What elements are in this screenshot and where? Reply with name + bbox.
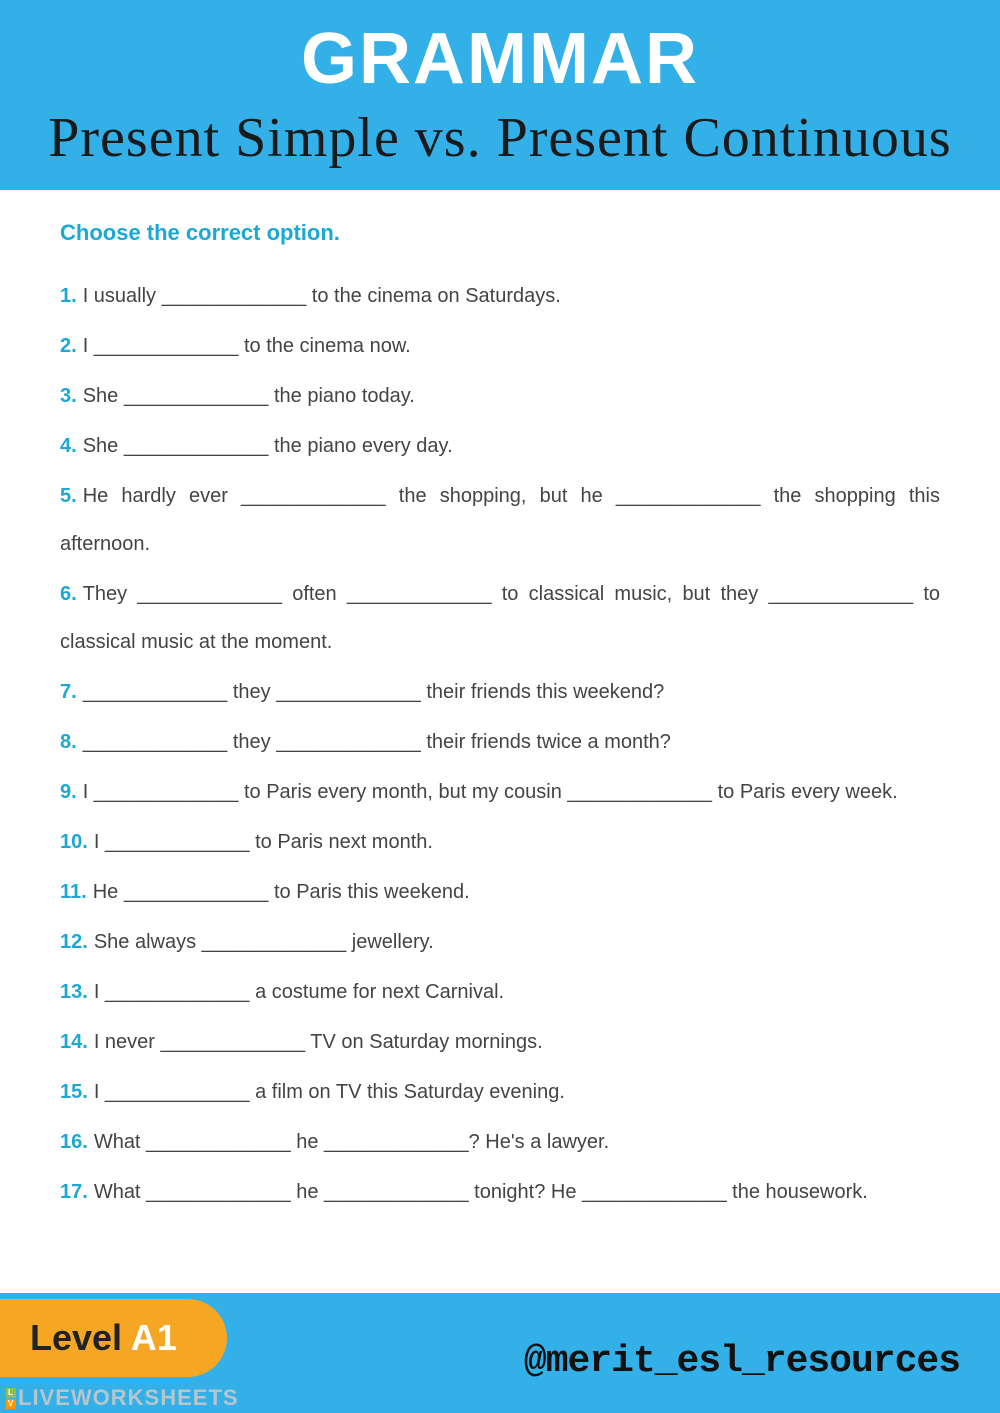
question-number: 14. xyxy=(60,1031,88,1053)
question-number: 1. xyxy=(60,285,77,307)
question-item: 11.He _____________ to Paris this weeken… xyxy=(60,868,940,916)
question-item: 5.He hardly ever _____________ the shopp… xyxy=(60,472,940,568)
worksheet-header: GRAMMAR Present Simple vs. Present Conti… xyxy=(0,0,1000,190)
logo-icon: LV xyxy=(6,1388,16,1409)
question-item: 6.They _____________ often _____________… xyxy=(60,570,940,666)
question-number: 13. xyxy=(60,981,88,1003)
question-item: 3.She _____________ the piano today. xyxy=(60,372,940,420)
question-number: 2. xyxy=(60,335,77,357)
question-number: 3. xyxy=(60,385,77,407)
question-item: 9.I _____________ to Paris every month, … xyxy=(60,768,940,816)
question-item: 4.She _____________ the piano every day. xyxy=(60,422,940,470)
question-number: 12. xyxy=(60,931,88,953)
question-item: 13.I _____________ a costume for next Ca… xyxy=(60,968,940,1016)
question-item: 7._____________ they _____________ their… xyxy=(60,668,940,716)
question-number: 8. xyxy=(60,731,77,753)
question-item: 14.I never _____________ TV on Saturday … xyxy=(60,1018,940,1066)
worksheet-content: Choose the correct option. 1.I usually _… xyxy=(0,190,1000,1238)
question-number: 10. xyxy=(60,831,88,853)
question-item: 16.What _____________ he _____________? … xyxy=(60,1118,940,1166)
question-list: 1.I usually _____________ to the cinema … xyxy=(60,272,940,1216)
author-handle: @merit_esl_resources xyxy=(524,1340,960,1383)
question-number: 15. xyxy=(60,1081,88,1103)
subtitle: Present Simple vs. Present Continuous xyxy=(20,106,980,170)
question-number: 17. xyxy=(60,1181,88,1203)
main-title: GRAMMAR xyxy=(20,18,980,100)
level-label: Level xyxy=(30,1317,131,1358)
question-item: 2.I _____________ to the cinema now. xyxy=(60,322,940,370)
question-number: 9. xyxy=(60,781,77,803)
question-item: 15.I _____________ a film on TV this Sat… xyxy=(60,1068,940,1116)
level-value: A1 xyxy=(131,1317,177,1358)
watermark-text: LIVEWORKSHEETS xyxy=(18,1385,239,1411)
level-badge: Level A1 xyxy=(0,1299,227,1377)
question-number: 6. xyxy=(60,583,77,605)
question-number: 11. xyxy=(60,881,87,903)
site-watermark: LV LIVEWORKSHEETS xyxy=(6,1385,239,1411)
question-item: 10.I _____________ to Paris next month. xyxy=(60,818,940,866)
question-item: 12.She always _____________ jewellery. xyxy=(60,918,940,966)
question-number: 7. xyxy=(60,681,77,703)
instruction-text: Choose the correct option. xyxy=(60,220,940,246)
question-number: 4. xyxy=(60,435,77,457)
question-number: 5. xyxy=(60,485,77,507)
question-item: 8._____________ they _____________ their… xyxy=(60,718,940,766)
question-item: 1.I usually _____________ to the cinema … xyxy=(60,272,940,320)
question-item: 17.What _____________ he _____________ t… xyxy=(60,1168,940,1216)
question-number: 16. xyxy=(60,1131,88,1153)
